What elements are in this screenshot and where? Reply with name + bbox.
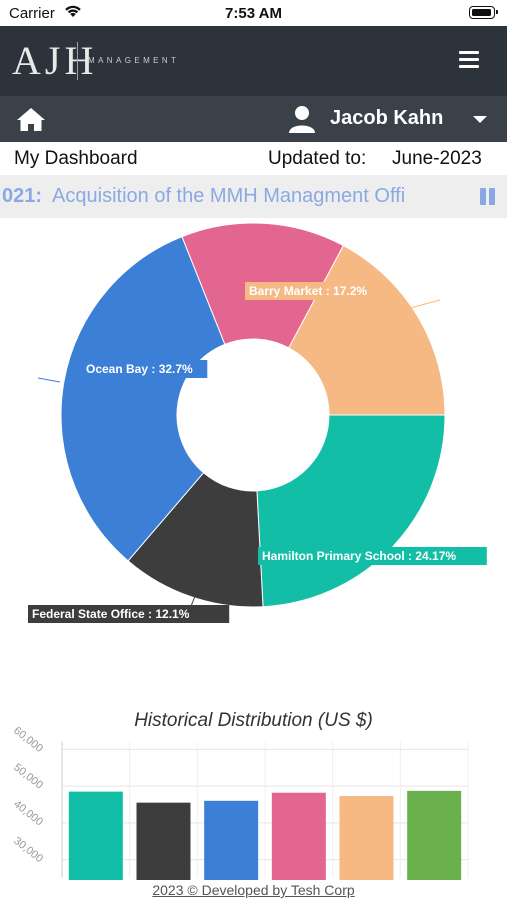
donut-slice[interactable]	[256, 414, 446, 608]
donut-slice[interactable]	[60, 235, 226, 562]
donut-svg: Hamilton Primary School : 24.17% Federal …	[28, 222, 487, 623]
bar[interactable]	[271, 792, 326, 880]
footer-text[interactable]: 2023 © Developed by Tesh Corp	[152, 882, 355, 898]
ticker-id: 021:	[2, 185, 43, 207]
brand-logo: AJH	[12, 38, 98, 83]
status-time: 7:53 AM	[225, 5, 282, 22]
hamburger-menu-icon[interactable]	[459, 51, 483, 71]
y-tick-label: 40,000	[11, 798, 45, 828]
bar[interactable]	[68, 791, 123, 880]
chart-title: Historical Distribution (US $)	[134, 710, 373, 731]
chevron-down-icon[interactable]	[473, 116, 487, 123]
pause-icon[interactable]	[480, 188, 496, 205]
battery-icon	[469, 6, 498, 19]
updated-label: Updated to:	[268, 148, 367, 169]
donut-slice-label: Federal State Office : 12.1%	[32, 607, 190, 621]
bar[interactable]	[136, 802, 191, 880]
status-bar: Carrier 7:53 AM	[0, 0, 507, 26]
dashboard-header: My Dashboard Updated to: June-2023	[0, 142, 507, 174]
donut-slice[interactable]	[127, 472, 264, 608]
user-name[interactable]: Jacob Kahn	[330, 107, 444, 129]
distribution-donut-chart: Hamilton Primary School : 24.17% Federal …	[0, 218, 507, 658]
brand-header: AJH MANAGEMENT	[0, 26, 507, 96]
ticker-text[interactable]: 021: Acquisition of the MMH Managment Of…	[2, 185, 462, 208]
news-ticker[interactable]: 021: Acquisition of the MMH Managment Of…	[0, 175, 507, 218]
donut-slice-label: Barry Market : 17.2%	[249, 284, 367, 298]
donut-label-bg	[82, 360, 208, 378]
home-icon[interactable]	[16, 106, 46, 132]
user-bar: Jacob Kahn	[0, 96, 507, 142]
page-title: My Dashboard	[14, 148, 138, 169]
ticker-message: Acquisition of the MMH Managment Offi	[52, 185, 406, 207]
donut-label-bg	[28, 605, 230, 623]
brand-subtitle: MANAGEMENT	[88, 56, 180, 65]
updated-value: June-2023	[392, 148, 482, 169]
footer[interactable]: 2023 © Developed by Tesh Corp	[0, 882, 507, 898]
donut-label-bg	[258, 547, 487, 565]
status-carrier: Carrier	[9, 5, 55, 22]
donut-slice-label: Hamilton Primary School : 24.17%	[262, 549, 456, 563]
donut-label-bg	[245, 282, 391, 300]
historical-bar-chart: Historical Distribution (US $) 30,000 40,…	[0, 700, 507, 880]
y-tick-label: 50,000	[11, 761, 45, 791]
bar[interactable]	[407, 790, 462, 880]
brand-divider	[77, 42, 78, 80]
bar[interactable]	[339, 796, 394, 880]
wifi-icon	[65, 5, 81, 17]
donut-slice-label: Ocean Bay : 32.7%	[86, 362, 193, 376]
y-tick-label: 30,000	[11, 835, 45, 865]
bar[interactable]	[204, 800, 259, 880]
user-icon	[289, 106, 315, 133]
